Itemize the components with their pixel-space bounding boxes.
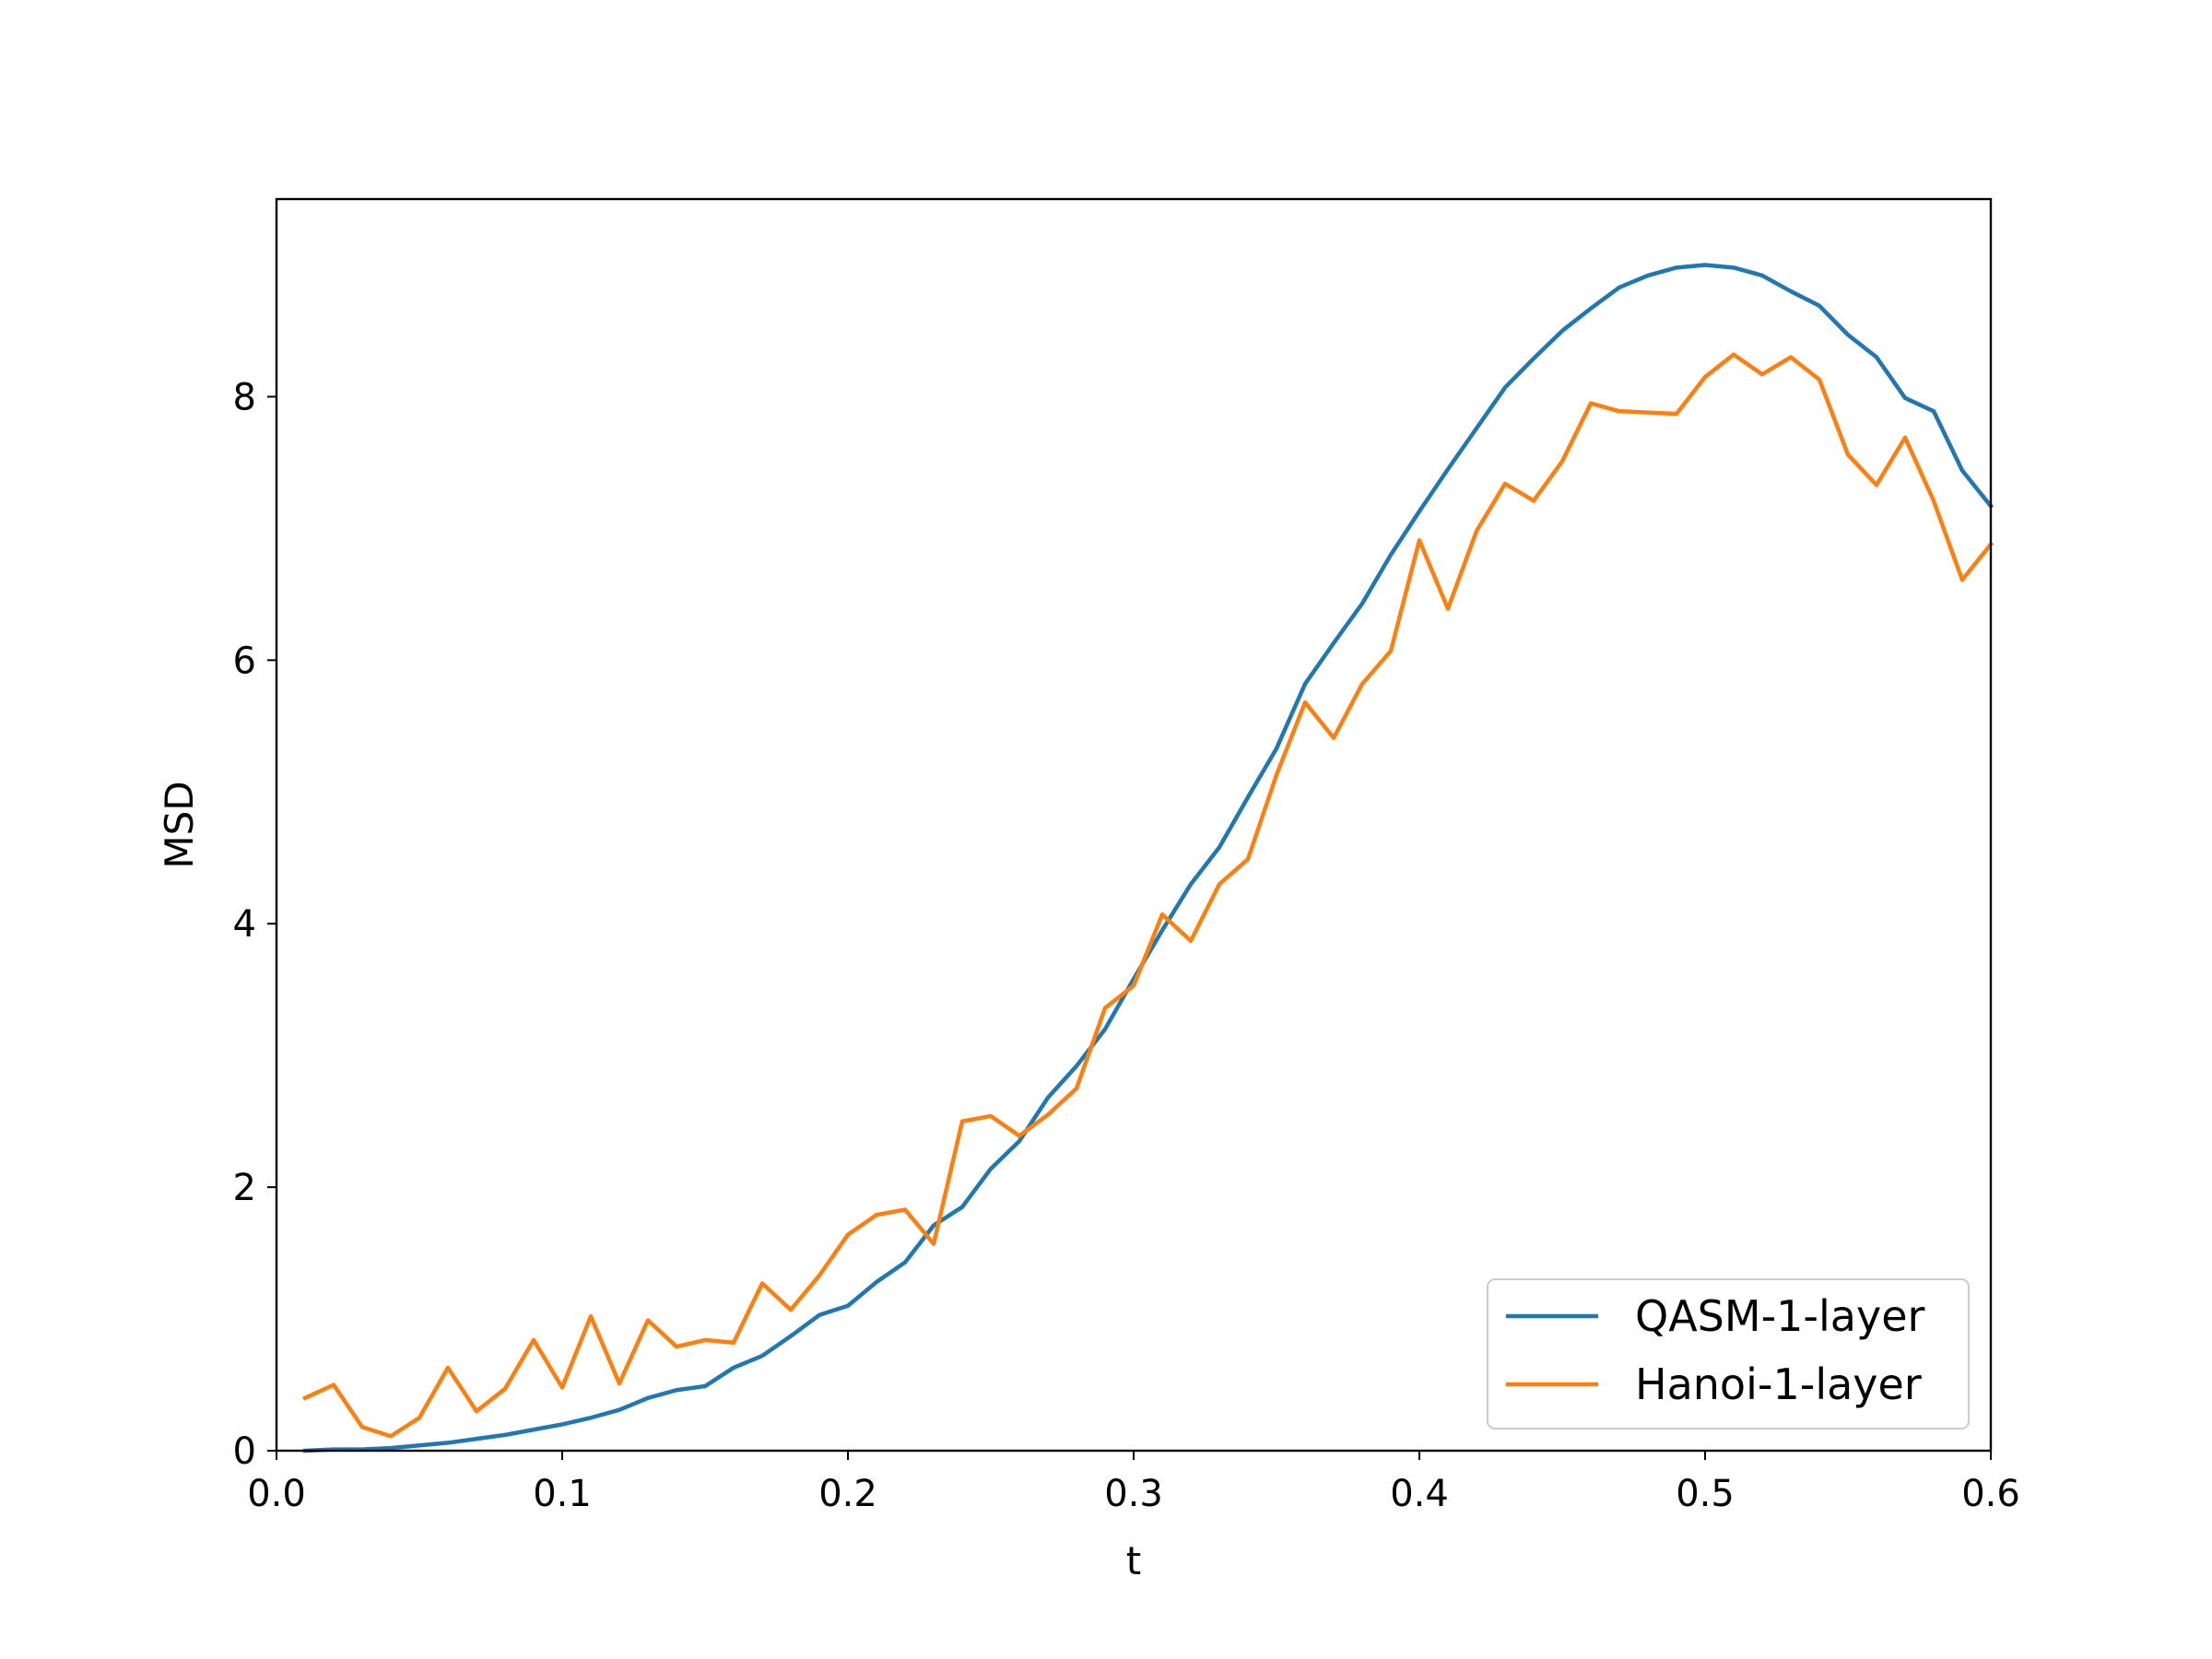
legend-box — [1487, 1278, 1970, 1430]
y-tick-label: 0 — [233, 1430, 256, 1473]
x-tick-label: 0.5 — [1676, 1473, 1735, 1515]
y-axis: 0 2 4 6 8 — [233, 376, 276, 1473]
x-axis: 0.0 0.1 0.2 0.3 0.4 0.5 0.6 — [247, 1451, 2020, 1515]
legend: QASM-1-layer Hanoi-1-layer — [1487, 1278, 1970, 1430]
y-tick-label: 2 — [233, 1167, 256, 1209]
x-tick-label: 0.0 — [247, 1473, 306, 1515]
x-tick-label: 0.6 — [1961, 1473, 2020, 1515]
x-tick-label: 0.1 — [533, 1473, 592, 1515]
y-tick-label: 4 — [233, 903, 256, 946]
y-axis-title: MSD — [157, 781, 202, 868]
y-tick-label: 6 — [233, 640, 256, 682]
x-axis-title: t — [1126, 1538, 1141, 1583]
series-layer — [302, 263, 1994, 1453]
legend-label-qasm-1-layer: QASM-1-layer — [1635, 1291, 1925, 1341]
x-tick-label: 0.2 — [818, 1473, 877, 1515]
y-tick-label: 8 — [233, 376, 256, 418]
x-tick-label: 0.3 — [1104, 1473, 1163, 1515]
legend-label-hanoi-1-layer: Hanoi-1-layer — [1635, 1359, 1922, 1409]
series-line-hanoi-1-layer — [302, 352, 1994, 1439]
x-tick-label: 0.4 — [1390, 1473, 1449, 1515]
